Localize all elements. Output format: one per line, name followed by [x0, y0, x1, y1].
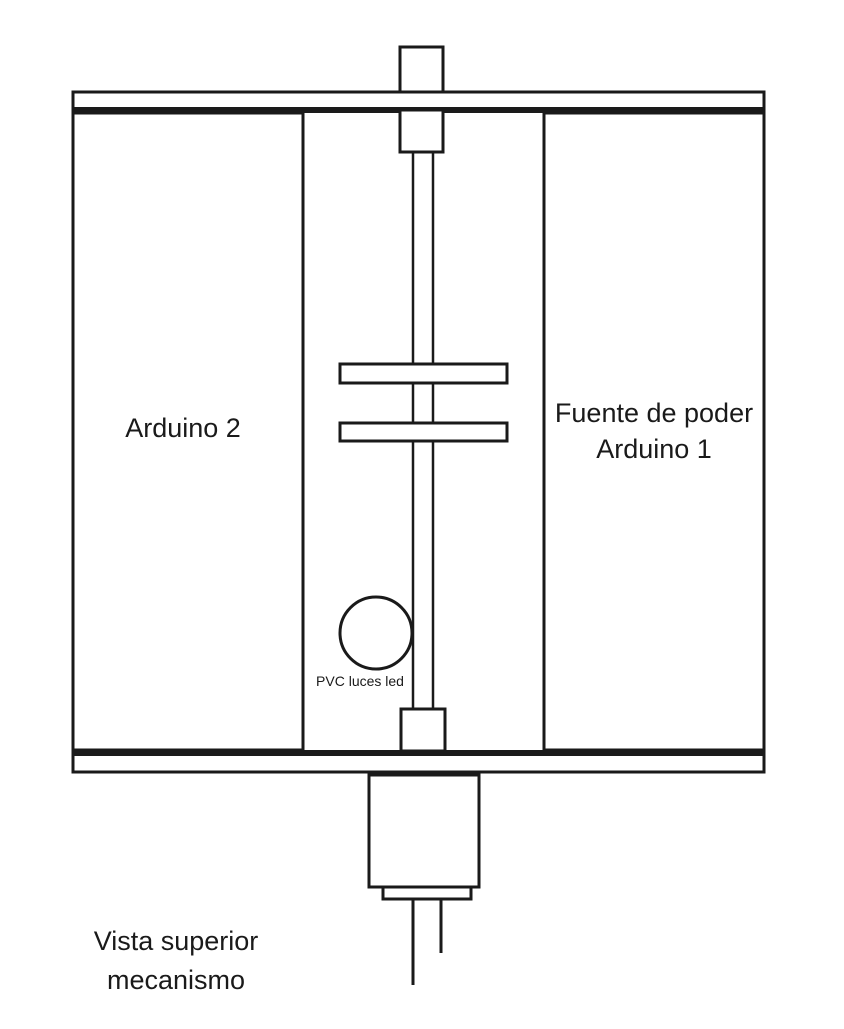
pvc-led-tube	[338, 595, 414, 671]
power-supply-label-line1: Fuente de poder	[555, 398, 753, 428]
shaft-top-bearing	[398, 108, 445, 154]
shaft-top-cap	[398, 45, 445, 94]
caption-line1: Vista superior	[94, 926, 259, 956]
shaft-bottom-bearing	[399, 707, 447, 753]
motor-body	[367, 773, 481, 889]
cross-plate-upper	[338, 362, 509, 385]
caption-line2: mecanismo	[107, 965, 245, 995]
power-supply-compartment	[542, 111, 766, 752]
motor-flange	[381, 885, 473, 901]
pvc-led-label: PVC luces led	[316, 673, 404, 689]
cross-plate-lower	[338, 421, 509, 443]
power-supply-label-line2: Arduino 1	[596, 434, 712, 464]
arduino-2-label: Arduino 2	[125, 413, 241, 443]
arduino-2-compartment	[71, 111, 305, 752]
